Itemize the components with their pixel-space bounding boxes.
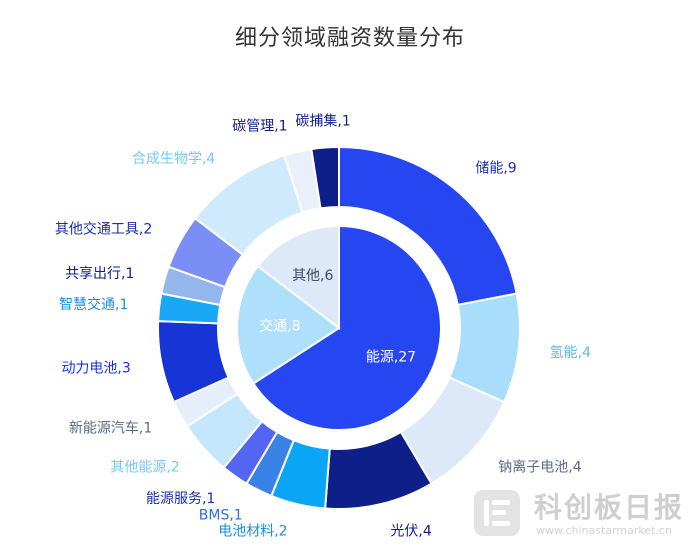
- outer-label-item-0: 储能,9: [475, 161, 516, 177]
- inner-pie: [236, 224, 442, 431]
- inner-labels: 能源,27 交通,8 其他,6: [259, 268, 416, 365]
- outer-label-item-13: 合成生物学,4: [132, 151, 215, 167]
- watermark: 科创板日报 www.chinastarmarket.cn: [474, 486, 700, 546]
- inner-label-item-2: 其他,6: [292, 268, 333, 284]
- outer-label-item-11: 共享出行,1: [65, 265, 134, 282]
- watermark-text: 科创板日报: [534, 491, 685, 524]
- outer-label-item-5: BMS,1: [199, 507, 243, 523]
- inner-slice-item-0: [252, 224, 442, 431]
- outer-label-item-6: 能源服务,1: [146, 491, 215, 507]
- outer-label-item-12: 其他交通工具,2: [55, 221, 152, 238]
- outer-label-item-2: 钠离子电池,4: [498, 458, 581, 475]
- outer-label-item-7: 其他能源,2: [110, 459, 179, 475]
- inner-slice-item-1: [236, 264, 341, 385]
- watermark-url: www.chinastarmarket.cn: [536, 524, 672, 537]
- outer-label-item-4: 电池材料,2: [218, 524, 287, 540]
- outer-label-item-8: 新能源汽车,1: [69, 419, 152, 436]
- outer-label-item-14: 碳管理,1: [232, 118, 287, 134]
- inner-label-item-0: 能源,27: [366, 349, 416, 365]
- outer-label-item-9: 动力电池,3: [61, 361, 130, 377]
- outer-ring: [157, 145, 521, 510]
- inner-label-item-1: 交通,8: [259, 318, 300, 335]
- outer-label-item-3: 光伏,4: [390, 524, 431, 540]
- outer-label-item-10: 智慧交通,1: [59, 296, 128, 313]
- outer-label-item-1: 氢能,4: [550, 345, 591, 361]
- inner-slice-item-2: [256, 224, 340, 331]
- outer-slice-item-15: [310, 145, 340, 210]
- chart-title: 细分领域融资数量分布: [234, 26, 465, 51]
- watermark-logo-icon: [474, 490, 520, 536]
- outer-label-item-15: 碳捕集,1: [295, 113, 350, 130]
